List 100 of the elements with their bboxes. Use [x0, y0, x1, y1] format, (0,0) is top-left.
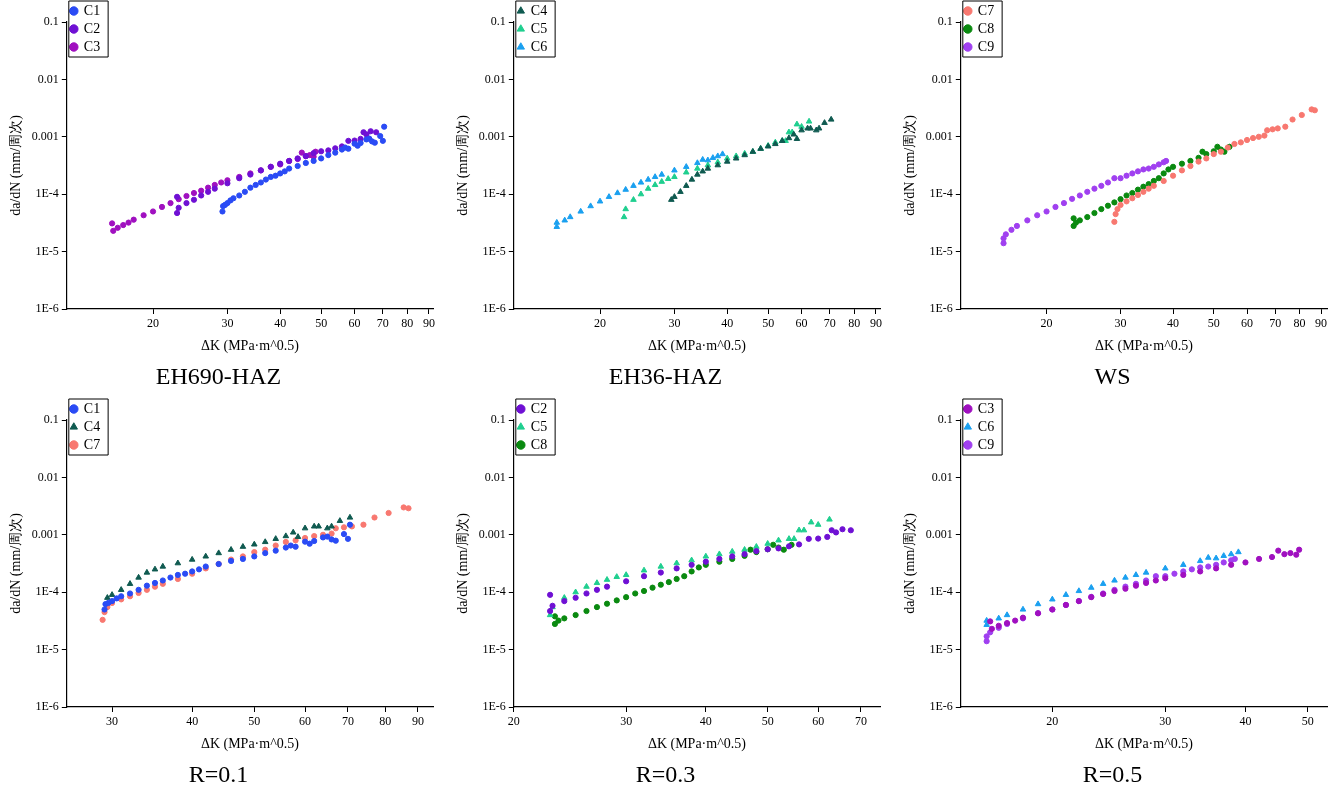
y-tick-label: 1E-5 [482, 243, 506, 258]
text: R=0.5 [1082, 760, 1143, 787]
y-tick-label: 1E-4 [35, 186, 59, 201]
y-tick-label: 0.001 [925, 526, 953, 541]
text: R=0.3 [635, 760, 696, 787]
y-tick-label: 1E-5 [35, 243, 59, 258]
y-tick-label: 1E-5 [482, 641, 506, 656]
x-tick-label: 60 [1241, 316, 1254, 331]
x-tick-label: 30 [1114, 316, 1127, 331]
y-tick-label: 0.001 [925, 128, 953, 143]
x-tick-label: 40 [1167, 316, 1180, 331]
y-tick-label: 0.001 [478, 128, 506, 143]
legend-label: C5 [530, 20, 548, 36]
x-axis-title: ΔK (MPa·m^0.5) [1094, 736, 1194, 753]
legend-label: C7 [977, 2, 995, 18]
y-tick-label: 1E-5 [929, 243, 953, 258]
legend-label: C1 [83, 400, 101, 416]
y-axis-title: da/dN (mm/周次) [8, 512, 25, 614]
legend-label: C8 [977, 20, 995, 36]
legend-label: C1 [83, 2, 101, 18]
x-tick-label: 30 [221, 316, 234, 331]
x-axis-title: ΔK (MPa·m^0.5) [1094, 338, 1194, 355]
x-tick-label: 40 [186, 714, 199, 729]
y-tick-label: 0.1 [937, 14, 953, 29]
y-tick-label: 1E-6 [482, 301, 506, 316]
y-tick-label: 0.01 [37, 469, 59, 484]
x-tick-label: 70 [1269, 316, 1282, 331]
y-tick-label: 1E-6 [929, 301, 953, 316]
x-axis-title: ΔK (MPa·m^0.5) [200, 736, 300, 753]
x-tick-label: 30 [106, 714, 119, 729]
legend-label: C9 [977, 436, 995, 452]
y-tick-label: 0.001 [31, 526, 59, 541]
x-tick-label: 60 [348, 316, 361, 331]
y-tick-label: 0.001 [31, 128, 59, 143]
text: EH690-HAZ [155, 362, 282, 389]
x-tick-label: 70 [341, 714, 354, 729]
x-tick-label: 50 [248, 714, 261, 729]
text: R=0.1 [188, 760, 249, 787]
x-tick-label: 80 [401, 316, 414, 331]
y-tick-label: 1E-6 [35, 699, 59, 714]
x-axis-title: ΔK (MPa·m^0.5) [647, 736, 747, 753]
y-tick-label: 1E-6 [35, 301, 59, 316]
y-axis-title: da/dN (mm/周次) [455, 512, 472, 614]
legend-label: C5 [530, 418, 548, 434]
y-axis-title: da/dN (mm/周次) [902, 114, 919, 216]
legend-label: C3 [83, 38, 101, 54]
y-tick-label: 0.01 [931, 469, 953, 484]
x-tick-label: 60 [795, 316, 808, 331]
x-tick-label: 50 [315, 316, 328, 331]
x-tick-label: 30 [668, 316, 681, 331]
y-tick-label: 1E-6 [929, 699, 953, 714]
y-axis-title: da/dN (mm/周次) [902, 512, 919, 614]
y-tick-label: 0.01 [484, 71, 506, 86]
y-tick-label: 0.01 [37, 71, 59, 86]
x-tick-label: 40 [1239, 714, 1252, 729]
x-tick-label: 70 [823, 316, 836, 331]
x-tick-label: 80 [379, 714, 392, 729]
legend-label: C8 [530, 436, 548, 452]
x-tick-label: 50 [762, 316, 775, 331]
x-tick-label: 90 [869, 316, 882, 331]
y-tick-label: 0.01 [931, 71, 953, 86]
y-tick-label: 0.1 [937, 412, 953, 427]
y-tick-label: 1E-6 [482, 699, 506, 714]
y-tick-label: 1E-4 [35, 584, 59, 599]
y-tick-label: 1E-5 [929, 641, 953, 656]
y-tick-label: 0.01 [484, 469, 506, 484]
x-tick-label: 50 [1301, 714, 1314, 729]
x-tick-label: 30 [620, 714, 633, 729]
x-tick-label: 20 [1040, 316, 1053, 331]
x-tick-label: 60 [299, 714, 312, 729]
y-tick-label: 0.1 [43, 14, 59, 29]
x-tick-label: 30 [1159, 714, 1172, 729]
legend-label: C7 [83, 436, 101, 452]
legend-label: C6 [530, 38, 548, 54]
legend-label: C2 [530, 400, 548, 416]
text: EH36-HAZ [608, 362, 723, 389]
text: WS [1094, 362, 1131, 389]
x-tick-label: 90 [422, 316, 435, 331]
x-tick-label: 50 [1207, 316, 1220, 331]
x-tick-label: 90 [1315, 316, 1328, 331]
x-tick-label: 70 [376, 316, 389, 331]
y-tick-label: 1E-4 [929, 584, 953, 599]
legend-label: C9 [977, 38, 995, 54]
x-tick-label: 50 [761, 714, 774, 729]
x-tick-label: 20 [1046, 714, 1059, 729]
legend-label: C6 [977, 418, 995, 434]
y-tick-label: 0.1 [43, 412, 59, 427]
y-tick-label: 1E-4 [929, 186, 953, 201]
y-tick-label: 1E-5 [35, 641, 59, 656]
y-tick-label: 0.001 [478, 526, 506, 541]
x-axis-title: ΔK (MPa·m^0.5) [647, 338, 747, 355]
y-tick-label: 1E-4 [482, 186, 506, 201]
legend-label: C4 [530, 2, 548, 18]
legend-label: C4 [83, 418, 101, 434]
x-tick-label: 40 [274, 316, 287, 331]
x-tick-label: 80 [848, 316, 861, 331]
y-axis-title: da/dN (mm/周次) [455, 114, 472, 216]
legend-label: C3 [977, 400, 995, 416]
x-tick-label: 40 [721, 316, 734, 331]
y-tick-label: 1E-4 [482, 584, 506, 599]
